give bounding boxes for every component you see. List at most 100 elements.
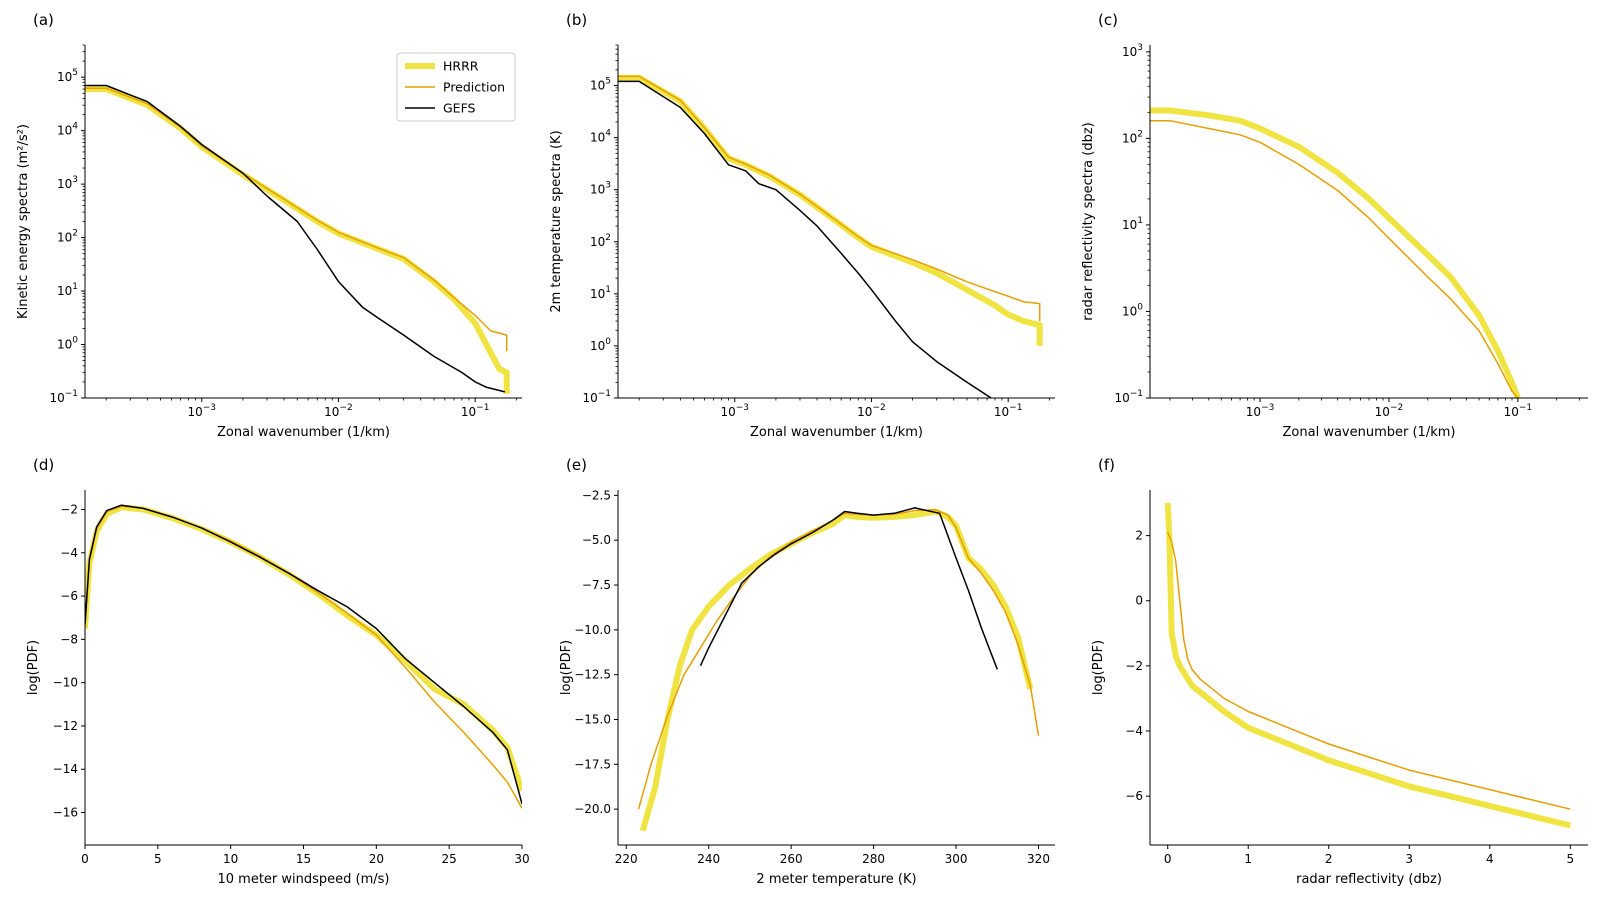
series-line-hrrr [85,504,522,792]
y-tick-label: 2 [1135,529,1143,543]
y-tick-label: −2 [60,502,78,516]
panel-label: (e) [566,456,587,474]
x-axis-label: 2 meter temperature (K) [756,872,916,887]
y-axis-label: 2m temperature spectra (K) [549,130,564,312]
y-tick-label: −10.0 [574,623,611,637]
series-line-hrrr [85,86,510,394]
y-tick-label: 102 [590,233,611,249]
x-tick-label: 4 [1486,852,1494,866]
series-line-prediction [85,505,522,809]
y-tick-label: −14 [53,762,78,776]
x-tick-label: 10−3 [1246,403,1275,419]
legend: HRRR Prediction GEFS [396,52,516,122]
series-group [618,74,1043,398]
x-tick-label: 10−2 [324,403,353,419]
x-tick-label: 25 [442,852,457,866]
y-tick-label: 101 [1122,216,1143,232]
y-tick-label: 104 [590,129,611,145]
x-tick-label: 10 [223,852,238,866]
x-tick-label: 320 [1027,852,1050,866]
y-tick-label: 103 [1122,43,1143,59]
x-tick-label: 220 [615,852,638,866]
x-tick-label: 10−1 [994,403,1023,419]
y-tick-label: −12 [53,719,78,733]
y-tick-label: −12.5 [574,668,611,682]
panel-label: (f) [1098,456,1115,474]
panel-label: (d) [33,456,54,474]
x-tick-label: 20 [369,852,384,866]
x-tick-label: 15 [296,852,311,866]
y-tick-label: −5.0 [582,533,611,547]
series-line-hrrr [618,74,1043,346]
x-tick-label: 5 [154,852,162,866]
series-group [637,507,1040,832]
series-line-gefs [85,504,522,805]
series-group [85,504,522,809]
x-tick-label: 2 [1325,852,1333,866]
y-axis-label: Kinetic energy spectra (m²/s²) [16,124,31,319]
series-line-gefs [699,507,998,670]
x-tick-label: 10−1 [1504,403,1533,419]
x-tick-label: 300 [945,852,968,866]
y-axis-label: radar reflectivity spectra (dbz) [1081,122,1096,321]
y-tick-label: 100 [57,336,78,352]
series-line-prediction [637,508,1040,810]
y-tick-label: 102 [57,229,78,245]
x-tick-label: 0 [81,852,89,866]
y-tick-label: 101 [590,285,611,301]
y-tick-label: 103 [590,181,611,197]
panel-f: 0 1 2 3 4 5 −6 −4 −2 0 2 radar reflectivity (dbz) lo… [1091,456,1588,887]
x-axis-label: Zonal wavenumber (1/km) [750,425,923,440]
y-tick-label: 10−1 [1114,389,1143,405]
series-line-prediction [1167,532,1571,810]
panel-label: (b) [566,11,587,29]
y-tick-label: −16 [53,806,78,820]
y-axis-label: log(PDF) [26,640,41,695]
series-line-hrrr [1164,502,1572,829]
series-line-prediction [618,75,1041,322]
series-line-prediction [85,87,508,352]
x-tick-label: 10−2 [857,403,886,419]
x-tick-label: 10−1 [461,403,490,419]
y-tick-label: −17.5 [574,757,611,771]
series-line-hrrr [639,508,1034,832]
y-tick-label: 105 [590,77,611,93]
y-tick-label: −7.5 [582,578,611,592]
y-tick-label: 102 [1122,129,1143,145]
legend-label-hrrr: HRRR [443,59,479,74]
panel-label: (a) [33,11,54,29]
series-line-gefs [85,84,506,393]
y-tick-label: −2.5 [582,488,611,502]
series-group [85,84,510,394]
y-tick-label: 10−1 [49,389,78,405]
y-tick-label: −10 [53,676,78,690]
x-tick-label: 280 [862,852,885,866]
legend-frame [396,52,516,122]
y-tick-label: −4 [1125,724,1143,738]
x-tick-label: 10−3 [720,403,749,419]
y-tick-label: 100 [1122,302,1143,318]
y-tick-label: 10−1 [582,389,611,405]
y-tick-label: −6 [60,589,78,603]
x-tick-label: 0 [1164,852,1172,866]
y-tick-label: −20.0 [574,802,611,816]
x-tick-label: 30 [514,852,529,866]
x-axis-label: Zonal wavenumber (1/km) [1283,425,1456,440]
series-line-prediction [1150,119,1519,398]
legend-label-gefs: GEFS [443,101,476,116]
y-tick-label: 0 [1135,594,1143,608]
y-tick-label: −8 [60,632,78,646]
series-line-hrrr [1150,107,1521,398]
y-tick-label: 100 [590,337,611,353]
series-group [1164,502,1572,829]
x-tick-label: 10−3 [187,403,216,419]
series-line-gefs [618,80,992,398]
x-axis-label: 10 meter windspeed (m/s) [217,872,389,887]
y-axis-label: log(PDF) [1091,640,1106,695]
legend-label-prediction: Prediction [443,80,505,95]
x-axis-label: Zonal wavenumber (1/km) [217,425,390,440]
x-axis-label: radar reflectivity (dbz) [1296,872,1442,887]
panel-a: 10−3 10−2 10−1 10−1 100 101 102 103 104 105 Zonal … [16,11,522,440]
y-tick-label: 101 [57,282,78,298]
